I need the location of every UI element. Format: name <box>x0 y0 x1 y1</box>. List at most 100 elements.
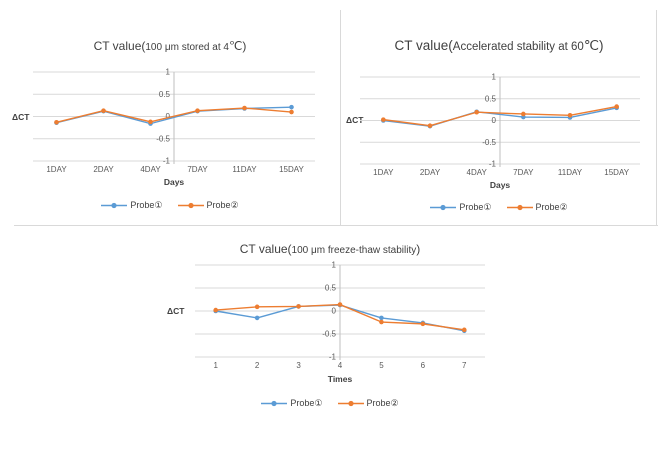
x-category-label: 15DAY <box>604 168 629 177</box>
y-tick-label: 0.5 <box>325 284 337 293</box>
x-category-label: 1DAY <box>373 168 394 177</box>
chart-title: CT value(100 μm freeze-thaw stability) <box>155 240 505 258</box>
chart-title-suffix: ) <box>416 242 421 256</box>
x-category-label: 2DAY <box>420 168 441 177</box>
chart-title: CT value(Accelerated stability at 60℃) <box>330 37 668 55</box>
chart-legend: Probe① Probe② <box>330 202 668 213</box>
x-category-label: 2 <box>255 361 260 370</box>
x-category-label: 7DAY <box>187 165 208 174</box>
x-category-label: 1 <box>213 361 218 370</box>
data-point <box>427 123 433 129</box>
y-axis-title: ΔCT <box>12 112 30 122</box>
probe2-line-marker-icon <box>177 202 204 209</box>
data-point <box>54 119 59 125</box>
data-point <box>381 117 386 122</box>
data-point <box>614 104 619 109</box>
y-tick-label: -0.5 <box>482 138 496 147</box>
legend-item-probe2: Probe② <box>177 200 239 211</box>
data-point <box>337 302 343 307</box>
chart-title-middle: 100 μm freeze-thaw stability <box>291 245 417 256</box>
probe1-line-marker-icon <box>430 204 457 211</box>
data-point <box>461 327 467 333</box>
chart-accelerated-stability-60c: CT value(Accelerated stability at 60℃) Δ… <box>330 35 668 220</box>
series-line-2 <box>56 107 292 123</box>
y-tick-label: -0.5 <box>156 134 170 143</box>
chart-title-prefix: CT value( <box>239 242 292 256</box>
data-point <box>254 315 260 321</box>
y-axis-title: ΔCT <box>346 115 364 125</box>
y-tick-label: 0.5 <box>485 94 497 103</box>
x-category-label: 15DAY <box>279 165 304 174</box>
x-axis-title: Days <box>490 180 511 190</box>
divider-horizontal <box>14 225 658 226</box>
legend-item-probe2: Probe② <box>337 398 399 409</box>
legend-item-probe1: Probe① <box>430 202 492 213</box>
y-axis-title: ΔCT <box>167 306 185 316</box>
data-point <box>567 112 573 118</box>
chart-title-middle: Accelerated stability at 60 <box>452 41 584 53</box>
y-tick-label: 1 <box>492 73 497 82</box>
data-point <box>254 304 260 310</box>
divider-vertical-right <box>656 10 657 225</box>
y-tick-label: -1 <box>329 353 337 362</box>
chart-title-suffix: ℃) <box>583 38 604 53</box>
plot-area: 1 0.5 0 -0.5 -1 1 2 3 4 5 6 7 Times <box>195 261 485 384</box>
y-tick-label: 0 <box>166 112 171 121</box>
legend-label-probe2: Probe② <box>366 398 399 408</box>
chart-freeze-thaw-stability: CT value(100 μm freeze-thaw stability) Δ… <box>155 238 505 420</box>
plot-area: 1 0.5 0 -0.5 -1 1DAY 2DAY 4DAY 7DAY 11DAY 15DAY Day… <box>360 73 640 190</box>
legend-item-probe1: Probe① <box>261 398 323 409</box>
x-category-label: 5 <box>379 361 384 370</box>
x-category-label: 11DAY <box>558 168 583 177</box>
y-tick-label: 0.5 <box>159 90 171 99</box>
series-line-2 <box>383 105 617 127</box>
x-category-label: 1DAY <box>46 165 67 174</box>
y-tick-label: 0 <box>492 116 497 125</box>
x-category-label: 7 <box>462 361 467 370</box>
legend-item-probe2: Probe② <box>506 202 568 213</box>
data-point <box>379 319 384 325</box>
x-category-label: 4DAY <box>467 168 488 177</box>
y-tick-label: 0 <box>332 307 337 316</box>
probe1-line-marker-icon <box>261 400 288 407</box>
data-point <box>148 119 153 125</box>
divider-vertical-middle <box>340 10 341 225</box>
chart-stored-at-4c: CT value(100 μm stored at 4℃) ΔCT 1 0.5 0 -… <box>0 35 340 220</box>
data-point <box>242 105 247 111</box>
data-point <box>521 111 526 117</box>
y-tick-label: 1 <box>166 68 171 77</box>
data-point <box>296 304 301 309</box>
y-tick-label: -1 <box>489 160 497 169</box>
probe1-line-marker-icon <box>101 202 128 209</box>
chart-legend: Probe① Probe② <box>0 200 340 211</box>
chart-legend: Probe① Probe② <box>155 398 505 409</box>
legend-label-probe1: Probe① <box>130 200 163 210</box>
y-tick-label: -1 <box>163 157 171 166</box>
data-point <box>420 321 426 327</box>
y-tick-label: 1 <box>332 261 337 270</box>
chart-title-suffix: ℃) <box>228 39 247 53</box>
chart-title-middle: 100 μm stored at 4 <box>145 42 229 53</box>
x-category-label: 3 <box>296 361 301 370</box>
chart-title: CT value(100 μm stored at 4℃) <box>0 37 340 55</box>
legend-label-probe2: Probe② <box>206 200 239 210</box>
chart-title-prefix: CT value( <box>394 38 453 53</box>
x-axis-title: Days <box>164 177 185 187</box>
data-point <box>379 315 384 321</box>
data-point <box>289 109 294 115</box>
data-point <box>101 108 106 114</box>
data-point <box>195 108 200 114</box>
data-point <box>289 104 294 110</box>
legend-label-probe2: Probe② <box>535 202 568 212</box>
y-tick-label: -0.5 <box>322 330 336 339</box>
data-point <box>213 307 219 313</box>
x-category-label: 2DAY <box>93 165 114 174</box>
x-axis-title: Times <box>328 374 353 384</box>
legend-item-probe1: Probe① <box>101 200 163 211</box>
x-category-label: 11DAY <box>232 165 257 174</box>
x-category-label: 6 <box>421 361 426 370</box>
probe2-line-marker-icon <box>337 400 364 407</box>
plot-area: 1 0.5 0 -0.5 -1 1DAY 2DAY 4DAY 7DAY 11DAY 15DAY Day… <box>33 68 315 187</box>
data-point <box>474 109 479 115</box>
